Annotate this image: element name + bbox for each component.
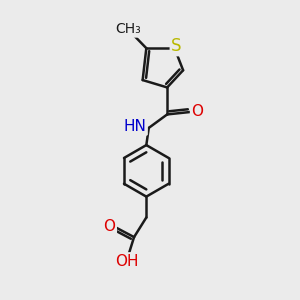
Text: OH: OH (115, 254, 138, 269)
Text: S: S (171, 37, 182, 55)
Text: O: O (103, 219, 116, 234)
Text: CH₃: CH₃ (115, 22, 141, 36)
Text: O: O (191, 104, 203, 119)
Text: HN: HN (123, 119, 146, 134)
